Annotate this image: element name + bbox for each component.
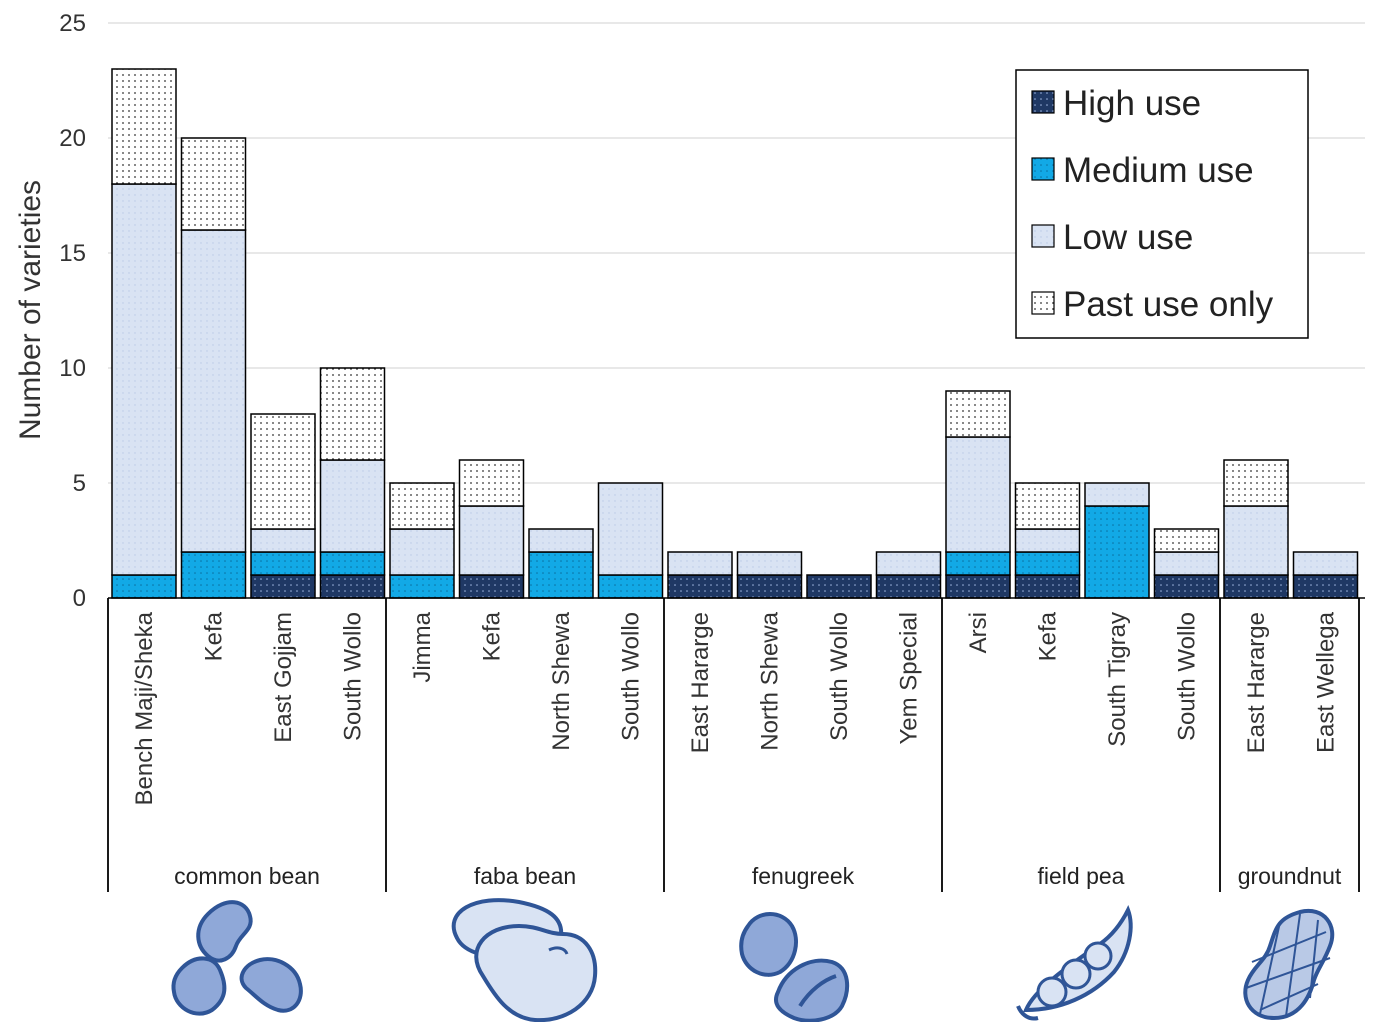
bar-segment-past-use-only — [458, 459, 525, 507]
legend-label: Medium use — [1063, 151, 1254, 190]
legend-label: Past use only — [1063, 285, 1274, 324]
bar-segment-medium-use — [597, 574, 664, 599]
x-group-label: field pea — [1038, 863, 1125, 889]
bar-segment-high-use — [319, 574, 386, 599]
common-bean-icon — [171, 900, 303, 1016]
bar-segment-high-use — [736, 574, 803, 599]
bar-segment-low-use — [1292, 551, 1359, 576]
x-category-label: Bench Maji/Sheka — [131, 611, 158, 805]
bar-segment-high-use — [667, 574, 733, 599]
bar-segment-high-use — [1014, 574, 1081, 599]
x-category-label: South Wollo — [618, 612, 645, 741]
x-category-label: Yem Special — [896, 612, 923, 745]
bars — [111, 68, 1359, 599]
bar-segment-high-use — [806, 574, 872, 599]
bar-segment-low-use — [528, 528, 594, 553]
x-category-label: Kefa — [1035, 611, 1062, 661]
bar-segment-low-use — [1084, 482, 1150, 507]
bar-segment-past-use-only — [250, 413, 316, 530]
bar-segment-past-use-only — [1153, 528, 1220, 553]
bar-segment-medium-use — [319, 551, 386, 576]
bar-segment-low-use — [1014, 528, 1081, 553]
y-tick-label: 5 — [73, 470, 86, 497]
bar-segment-high-use — [1153, 574, 1220, 599]
x-category-label: South Tigray — [1104, 612, 1131, 747]
bar-segment-low-use — [667, 551, 733, 576]
x-group-label: common bean — [174, 863, 320, 889]
bar-segment-medium-use — [250, 551, 316, 576]
bar-segment-high-use — [1292, 574, 1359, 599]
x-category-label: South Wollo — [340, 612, 367, 741]
bar-segment-high-use — [250, 574, 316, 599]
bar-segment-low-use — [250, 528, 316, 553]
legend: High use Medium use Low use Past use only — [1015, 69, 1309, 339]
x-category-label: Kefa — [479, 611, 506, 661]
bar-segment-past-use-only — [319, 367, 386, 461]
x-axis: Bench Maji/Sheka Kefa East Gojjam South Wol… — [107, 597, 1365, 892]
bar-segment-medium-use — [1084, 505, 1150, 599]
bar-segment-high-use — [875, 574, 942, 599]
x-category-label: North Shewa — [757, 611, 784, 750]
bar-segment-past-use-only — [1223, 459, 1289, 507]
y-tick-label: 15 — [59, 240, 86, 267]
bar-segment-past-use-only — [180, 137, 247, 231]
bar-segment-low-use — [1153, 551, 1220, 576]
x-category-label: South Wollo — [826, 612, 853, 741]
bar-segment-low-use — [1223, 505, 1289, 576]
bar-segment-high-use — [1223, 574, 1289, 599]
legend-box — [1015, 69, 1309, 339]
x-category-label: East Hararge — [1243, 612, 1270, 753]
bar-segment-low-use — [945, 436, 1011, 553]
y-axis: 0 5 10 15 20 25 — [59, 10, 86, 612]
bar-segment-past-use-only — [1014, 482, 1081, 530]
bar-segment-low-use — [389, 528, 455, 576]
bar-segment-low-use — [319, 459, 386, 553]
groundnut-icon — [1243, 908, 1335, 1021]
bar-segment-low-use — [597, 482, 664, 576]
x-category-label: North Shewa — [548, 611, 575, 750]
x-category-label: East Gojjam — [270, 612, 297, 743]
x-category-label: East Wellega — [1313, 611, 1340, 753]
legend-label: Low use — [1063, 218, 1193, 257]
legend-swatch — [1031, 224, 1055, 248]
legend-swatch — [1031, 291, 1055, 315]
bar-segment-medium-use — [528, 551, 594, 599]
y-tick-label: 0 — [73, 585, 86, 612]
bar-segment-medium-use — [945, 551, 1011, 576]
bar-segment-high-use — [458, 574, 525, 599]
legend-swatch — [1031, 157, 1055, 181]
x-group-label: fenugreek — [752, 863, 855, 889]
bar-segment-medium-use — [111, 574, 177, 599]
bar-segment-medium-use — [1014, 551, 1081, 576]
field-pea-icon — [1016, 904, 1133, 1021]
fenugreek-icon — [739, 912, 850, 1022]
x-group-label: faba bean — [474, 863, 576, 889]
y-axis-label: Number of varieties — [14, 180, 47, 440]
faba-bean-icon — [451, 898, 598, 1022]
bar-segment-low-use — [111, 183, 177, 576]
x-category-label: Kefa — [201, 611, 228, 661]
legend-swatch — [1031, 90, 1055, 114]
bar-segment-medium-use — [180, 551, 247, 599]
bar-segment-past-use-only — [111, 68, 177, 185]
bar-segment-low-use — [736, 551, 803, 576]
bar-segment-low-use — [458, 505, 525, 576]
bar-segment-past-use-only — [945, 390, 1011, 438]
bar-segment-low-use — [875, 551, 942, 576]
bar-segment-past-use-only — [389, 482, 455, 530]
y-tick-label: 25 — [59, 10, 86, 37]
bar-segment-high-use — [945, 574, 1011, 599]
y-tick-label: 10 — [59, 355, 86, 382]
x-category-label: South Wollo — [1174, 612, 1201, 741]
x-category-label: East Hararge — [687, 612, 714, 753]
bar-segment-low-use — [180, 229, 247, 553]
bar-segment-medium-use — [389, 574, 455, 599]
x-category-label: Jimma — [409, 611, 436, 682]
x-group-label: groundnut — [1238, 863, 1342, 889]
legend-label: High use — [1063, 84, 1201, 123]
x-category-label: Arsi — [965, 612, 992, 653]
y-tick-label: 20 — [59, 125, 86, 152]
